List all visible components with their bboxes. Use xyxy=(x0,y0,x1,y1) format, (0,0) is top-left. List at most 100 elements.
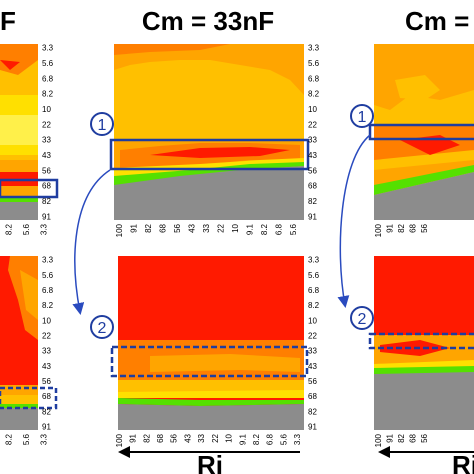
x-tick-label: 100 xyxy=(115,433,124,447)
badge-2-right: 2 xyxy=(350,306,374,330)
y-tick-label: 68 xyxy=(42,182,51,191)
y-tick-label: 22 xyxy=(42,331,51,340)
title-left-fragment: F xyxy=(0,6,16,36)
y-tick-label: 3.3 xyxy=(308,44,320,53)
y-tick-label: 6.8 xyxy=(308,286,320,295)
heatmap-top-right xyxy=(368,44,474,220)
x-tick-label: 91 xyxy=(129,433,138,442)
y-tick-label: 22 xyxy=(308,120,317,129)
ri-arrow-center xyxy=(118,446,300,458)
x-axis-label-ri-center: Ri xyxy=(197,450,223,474)
y-tick-label: 33 xyxy=(308,347,317,356)
y-tick-label: 5.6 xyxy=(42,271,54,280)
x-ticks-top-left: 8.2 5.6 3.3 xyxy=(5,223,49,235)
y-ticks-bottom-left: 3.3 5.6 6.8 8.2 10 22 33 43 56 68 82 91 xyxy=(42,256,54,432)
x-tick-label: 33 xyxy=(197,433,206,442)
badge-2-center: 2 xyxy=(90,315,114,339)
y-tick-label: 68 xyxy=(42,392,51,401)
x-tick-label: 6.8 xyxy=(274,223,283,235)
y-tick-label: 82 xyxy=(308,407,317,416)
x-tick-label: 82 xyxy=(397,223,406,232)
y-tick-label: 8.2 xyxy=(42,301,54,310)
heatmap-bottom-left xyxy=(0,256,58,430)
y-ticks-top-center: 3.3 5.6 6.8 8.2 10 22 33 43 56 68 82 91 xyxy=(308,44,320,222)
arrow-1-to-2-center xyxy=(72,169,111,315)
badge-1-label: 1 xyxy=(98,117,107,134)
badge-2-label: 2 xyxy=(98,320,107,337)
highlight-box-bottom-left xyxy=(0,386,58,410)
y-tick-label: 82 xyxy=(308,197,317,206)
x-tick-label: 5.6 xyxy=(289,223,298,235)
x-tick-label: 8.2 xyxy=(5,223,14,235)
x-tick-label: 100 xyxy=(115,223,124,237)
y-tick-label: 6.8 xyxy=(308,74,320,83)
y-tick-label: 91 xyxy=(308,422,317,431)
y-tick-label: 91 xyxy=(308,212,317,221)
heatmap-top-left xyxy=(0,44,59,220)
y-tick-label: 91 xyxy=(42,212,51,221)
y-tick-label: 33 xyxy=(42,347,51,356)
y-tick-label: 56 xyxy=(42,166,51,175)
y-tick-label: 68 xyxy=(308,392,317,401)
x-tick-label: 56 xyxy=(173,223,182,232)
y-ticks-top-left: 3.3 5.6 6.8 8.2 10 22 33 43 56 68 82 91 xyxy=(42,44,54,222)
x-tick-label: 3.3 xyxy=(39,223,48,235)
x-tick-label: 56 xyxy=(420,223,429,232)
x-tick-label: 82 xyxy=(144,223,153,232)
y-tick-label: 6.8 xyxy=(42,74,54,83)
y-tick-label: 68 xyxy=(308,182,317,191)
y-tick-label: 6.8 xyxy=(42,286,54,295)
x-tick-label: 8.2 xyxy=(5,433,14,445)
highlight-box-top-right xyxy=(368,123,474,141)
y-tick-label: 56 xyxy=(308,166,317,175)
y-tick-label: 8.2 xyxy=(308,90,320,99)
x-tick-label: 100 xyxy=(374,433,383,447)
y-tick-label: 43 xyxy=(308,151,317,160)
highlight-box-2 xyxy=(110,345,309,378)
y-ticks-bottom-center: 3.3 5.6 6.8 8.2 10 22 33 43 56 68 82 91 xyxy=(308,256,320,432)
heatmap-bottom-center xyxy=(110,256,309,430)
x-tick-label: 8.2 xyxy=(260,223,269,235)
x-tick-label: 68 xyxy=(159,223,168,232)
x-tick-label: 5.6 xyxy=(22,433,31,445)
x-tick-label: 5.6 xyxy=(279,433,288,445)
ri-arrow-right xyxy=(378,446,474,458)
x-tick-label: 6.8 xyxy=(266,433,275,445)
title-right-fragment: Cm = xyxy=(405,6,469,36)
x-tick-label: 3.3 xyxy=(293,433,302,445)
y-tick-label: 8.2 xyxy=(308,301,320,310)
x-ticks-bottom-center: 100 91 82 68 56 43 33 22 10 9.1 8.2 6.8 5.6 3.3 xyxy=(115,433,302,447)
x-tick-label: 43 xyxy=(188,223,197,232)
y-tick-label: 5.6 xyxy=(308,59,320,68)
y-tick-label: 56 xyxy=(42,377,51,386)
highlight-box-bottom-right xyxy=(368,332,474,350)
x-tick-label: 22 xyxy=(211,433,220,442)
y-tick-label: 91 xyxy=(42,422,51,431)
y-tick-label: 3.3 xyxy=(42,44,54,53)
x-tick-label: 100 xyxy=(374,223,383,237)
badge-2-right-label: 2 xyxy=(358,311,367,328)
y-tick-label: 5.6 xyxy=(42,59,54,68)
highlight-box-1 xyxy=(109,138,310,171)
x-tick-label: 5.6 xyxy=(22,223,31,235)
y-tick-label: 5.6 xyxy=(308,271,320,280)
y-tick-label: 8.2 xyxy=(42,90,54,99)
x-ticks-top-center: 100 91 82 68 56 43 33 22 10 9.1 8.2 6.8 5.6 xyxy=(115,223,298,237)
y-tick-label: 10 xyxy=(42,105,51,114)
y-tick-label: 43 xyxy=(308,362,317,371)
y-tick-label: 3.3 xyxy=(42,256,54,265)
x-tick-label: 9.1 xyxy=(245,223,254,235)
x-tick-label: 33 xyxy=(202,223,211,232)
x-tick-label: 9.1 xyxy=(238,433,247,445)
heatmap-bottom-right xyxy=(368,256,474,430)
x-tick-label: 91 xyxy=(385,433,394,442)
x-tick-label: 3.3 xyxy=(39,433,48,445)
x-tick-label: 68 xyxy=(409,223,418,232)
y-tick-label: 43 xyxy=(42,362,51,371)
x-ticks-bottom-right: 100 91 82 68 56 xyxy=(374,433,429,447)
badge-1-right: 1 xyxy=(350,104,374,128)
y-tick-label: 82 xyxy=(42,407,51,416)
x-ticks-top-right: 100 91 82 68 56 xyxy=(374,223,429,237)
y-tick-label: 33 xyxy=(42,136,51,145)
